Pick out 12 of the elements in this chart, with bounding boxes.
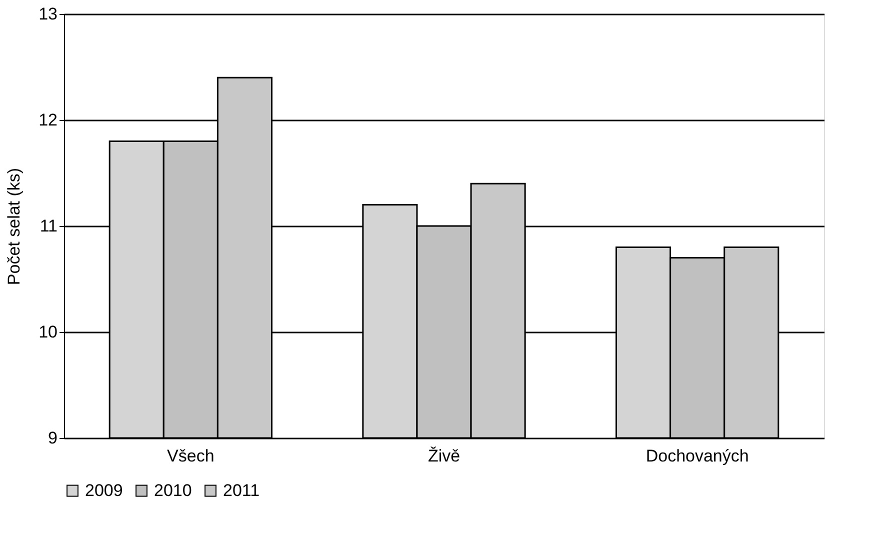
x-tick-label: Všech	[167, 446, 214, 466]
x-tick-label: Živě	[428, 446, 460, 466]
y-tick-label: 13	[38, 4, 58, 24]
legend-label: 2010	[154, 480, 192, 500]
y-tick-label: 9	[48, 428, 58, 448]
x-tick-label: Dochovaných	[646, 446, 749, 466]
legend-label: 2009	[85, 480, 123, 500]
y-tick-label: 12	[38, 110, 58, 130]
y-axis-title: Počet selat (ks)	[4, 168, 24, 286]
legend-label: 2011	[223, 480, 260, 500]
y-tick-label: 11	[40, 216, 58, 236]
y-tick-label: 10	[38, 322, 58, 342]
